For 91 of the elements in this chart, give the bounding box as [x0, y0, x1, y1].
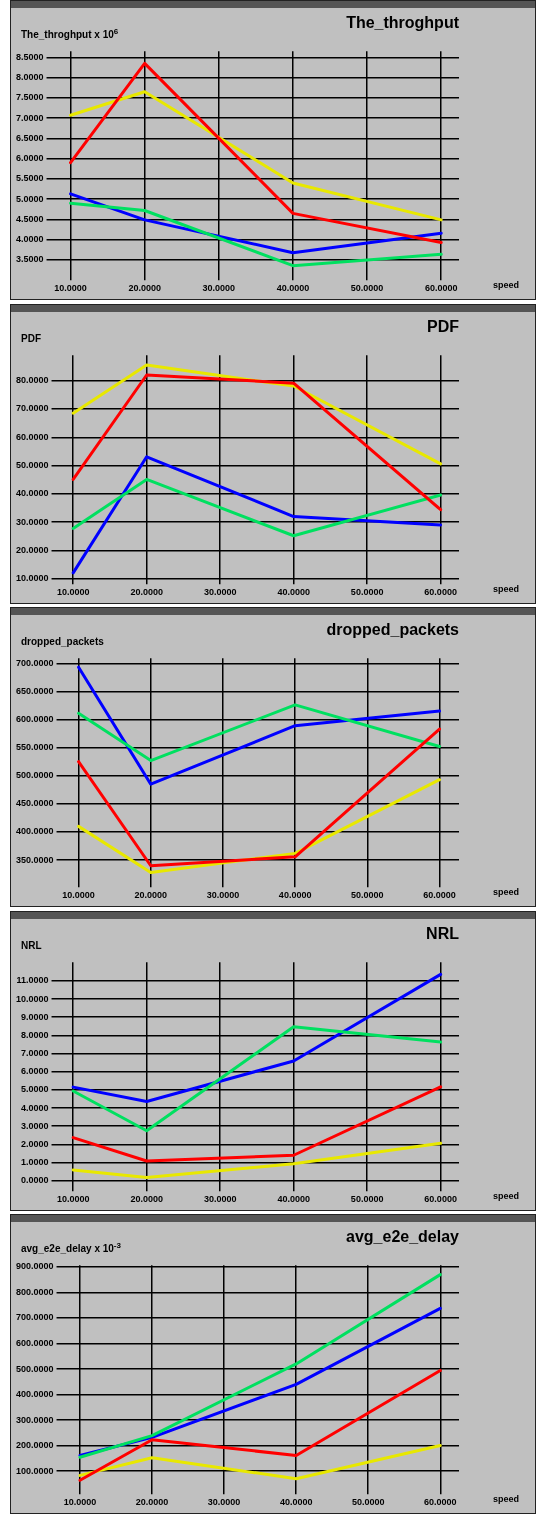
chart-title: The_throghput: [346, 14, 460, 32]
y-tick-label: 6.5000: [16, 132, 44, 143]
y-tick-label: 300.0000: [15, 1414, 54, 1425]
y-tick-label: 450.0000: [15, 798, 54, 809]
y-tick-label: 900.0000: [15, 1261, 54, 1272]
y-tick-label: 9.0000: [21, 1011, 49, 1022]
y-tick-label: 550.0000: [15, 742, 54, 753]
y-tick-label: 0.0000: [21, 1174, 49, 1185]
y-tick-label: 5.0000: [21, 1084, 49, 1095]
y-tick-label: 5.0000: [16, 193, 44, 204]
x-tick-label: 30.0000: [206, 890, 240, 901]
y-tick-label: 11.0000: [16, 975, 49, 986]
y-axis-title: PDF: [21, 332, 41, 344]
x-tick-label: 20.0000: [135, 1497, 169, 1508]
y-tick-label: 7.5000: [16, 92, 44, 103]
chart-title: dropped_packets: [326, 621, 460, 639]
x-tick-label: 10.0000: [54, 283, 87, 294]
y-tick-label: 60.0000: [15, 431, 49, 442]
y-tick-label: 800.0000: [15, 1287, 54, 1298]
x-axis-title: speed: [493, 887, 520, 898]
chart-title: avg_e2e_delay: [346, 1228, 460, 1246]
x-tick-label: 50.0000: [350, 1193, 384, 1204]
y-tick-label: 650.0000: [15, 686, 54, 697]
y-tick-label: 20.0000: [15, 544, 49, 555]
x-tick-label: 20.0000: [128, 283, 161, 294]
x-tick-label: 40.0000: [276, 283, 310, 294]
y-tick-label: 5.5000: [16, 173, 44, 184]
x-tick-label: 30.0000: [203, 1193, 237, 1204]
x-axis-title: speed: [493, 1190, 520, 1201]
x-tick-label: 60.0000: [423, 890, 456, 901]
x-tick-label: 60.0000: [424, 586, 457, 597]
x-tick-label: 30.0000: [203, 586, 237, 597]
x-tick-label: 20.0000: [130, 1193, 163, 1204]
y-tick-label: 4.5000: [16, 213, 44, 224]
y-tick-label: 30.0000: [15, 516, 49, 527]
x-tick-label: 40.0000: [277, 1193, 310, 1204]
y-tick-label: 500.0000: [15, 770, 54, 781]
y-tick-label: 700.0000: [15, 1312, 54, 1323]
y-tick-label: 10.0000: [15, 572, 49, 583]
x-tick-label: 10.0000: [56, 586, 90, 597]
y-tick-label: 600.0000: [15, 1338, 54, 1349]
y-axis-title: dropped_packets: [21, 636, 105, 648]
y-tick-label: 4.0000: [16, 234, 44, 245]
x-tick-label: 50.0000: [351, 890, 384, 901]
y-tick-label: 7.0000: [21, 1047, 49, 1058]
y-tick-label: 3.0000: [21, 1120, 49, 1131]
x-axis-title: speed: [493, 1494, 520, 1505]
x-tick-label: 60.0000: [424, 283, 458, 294]
y-axis-title: NRL: [21, 939, 42, 951]
y-tick-label: 40.0000: [15, 487, 49, 498]
y-tick-label: 200.0000: [15, 1440, 54, 1451]
x-tick-label: 60.0000: [424, 1193, 457, 1204]
x-tick-label: 40.0000: [278, 890, 312, 901]
x-tick-label: 50.0000: [350, 586, 384, 597]
y-tick-label: 8.0000: [21, 1029, 49, 1040]
x-tick-label: 50.0000: [350, 283, 384, 294]
x-axis-title: speed: [493, 280, 520, 291]
y-tick-label: 350.0000: [15, 854, 54, 865]
y-tick-label: 4.0000: [21, 1102, 49, 1113]
y-tick-label: 3.5000: [16, 254, 44, 265]
y-tick-label: 500.0000: [15, 1363, 54, 1374]
chart-title: NRL: [426, 924, 460, 942]
y-tick-label: 600.0000: [15, 714, 54, 725]
x-tick-label: 60.0000: [423, 1497, 457, 1508]
y-tick-label: 7.0000: [16, 112, 44, 123]
x-tick-label: 10.0000: [63, 1497, 97, 1508]
y-tick-label: 2.0000: [21, 1138, 49, 1149]
x-tick-label: 50.0000: [351, 1497, 385, 1508]
y-tick-label: 700.0000: [15, 657, 54, 668]
y-tick-label: 400.0000: [15, 1389, 54, 1400]
chart-title: PDF: [427, 317, 460, 335]
y-tick-label: 50.0000: [15, 459, 49, 470]
x-tick-label: 40.0000: [279, 1497, 313, 1508]
x-tick-label: 10.0000: [56, 1193, 90, 1204]
x-tick-label: 20.0000: [130, 586, 163, 597]
y-tick-label: 10.0000: [15, 993, 49, 1004]
y-tick-label: 400.0000: [15, 826, 54, 837]
x-tick-label: 40.0000: [277, 586, 310, 597]
x-axis-title: speed: [493, 583, 520, 594]
y-tick-label: 1.0000: [21, 1156, 49, 1167]
x-tick-label: 10.0000: [62, 890, 95, 901]
x-tick-label: 30.0000: [202, 283, 236, 294]
y-tick-label: 6.0000: [21, 1065, 49, 1076]
x-tick-label: 20.0000: [134, 890, 168, 901]
x-tick-label: 30.0000: [207, 1497, 241, 1508]
y-tick-label: 8.0000: [16, 72, 44, 83]
y-tick-label: 8.5000: [16, 51, 44, 62]
y-tick-label: 6.0000: [16, 153, 44, 164]
y-tick-label: 80.0000: [15, 374, 49, 385]
y-tick-label: 70.0000: [15, 403, 49, 414]
y-tick-label: 100.0000: [15, 1465, 54, 1476]
